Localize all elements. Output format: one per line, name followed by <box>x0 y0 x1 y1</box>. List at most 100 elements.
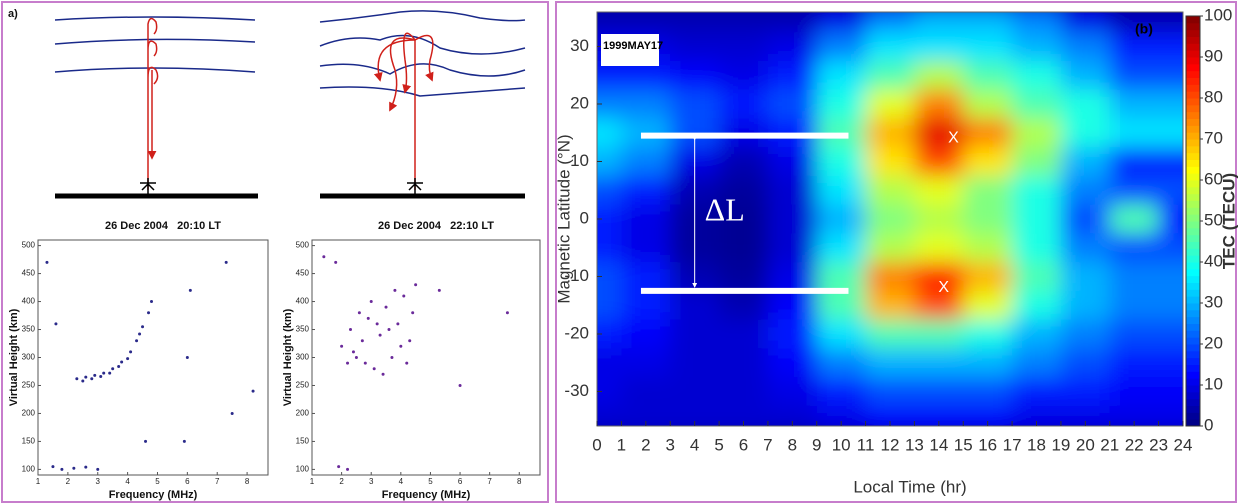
x-tick-label: 2 <box>339 477 344 486</box>
x-tick-label: 19 <box>1051 435 1070 454</box>
point <box>363 361 367 365</box>
heatmap-cell <box>963 377 1014 407</box>
colorbar-segment <box>1186 111 1200 119</box>
heatmap-cell <box>670 319 721 350</box>
peak-marker: X <box>938 279 949 296</box>
colorbar-segment <box>1186 77 1200 85</box>
x-tick-label: 10 <box>832 435 851 454</box>
heatmap-cell <box>1012 262 1062 292</box>
heatmap-cell <box>816 60 867 91</box>
x-tick-label: 2 <box>66 477 71 486</box>
x-axis-label: Frequency (MHz) <box>109 489 198 501</box>
heatmap-cell <box>597 405 623 426</box>
heatmap-cell <box>1109 377 1160 407</box>
heatmap-cell <box>621 204 672 235</box>
heatmap-cell <box>865 405 916 426</box>
heatmap-cell <box>1158 175 1183 206</box>
heatmap-cell <box>1158 32 1183 62</box>
heatmap-cell <box>670 290 721 321</box>
x-tick-label: 20 <box>1076 435 1095 454</box>
heatmap-cell <box>1109 175 1160 206</box>
point <box>346 467 350 471</box>
heatmap-cell <box>914 233 965 264</box>
heatmap-cell <box>816 290 867 321</box>
x-axis-label: Frequency (MHz) <box>382 489 471 501</box>
y-tick-label: 250 <box>296 381 310 390</box>
heatmap-cell <box>865 348 916 379</box>
heatmap-cell <box>914 204 965 235</box>
y-tick-label: 250 <box>22 381 36 390</box>
colorbar-segment <box>1186 118 1200 126</box>
point <box>84 465 88 469</box>
colorbar-segment <box>1186 152 1200 160</box>
heatmap-cell <box>1158 405 1183 426</box>
heatmap-cell <box>865 377 916 407</box>
colorbar-segment <box>1186 22 1200 31</box>
y-axis-label: Virtual Height (km) <box>8 308 20 406</box>
heatmap-cell <box>1109 348 1160 379</box>
point <box>396 322 400 326</box>
colorbar-segment <box>1186 303 1200 311</box>
heatmap-cell <box>719 405 769 426</box>
colorbar-segment <box>1186 125 1200 133</box>
heatmap-cell <box>865 12 916 34</box>
colorbar-tick-label: 50 <box>1204 210 1223 229</box>
point <box>251 389 255 393</box>
point <box>60 467 64 471</box>
heatmap-cell <box>1012 319 1062 350</box>
y-tick-label: 500 <box>22 241 36 250</box>
x-tick-label: 4 <box>125 477 130 486</box>
point <box>384 305 388 309</box>
colorbar-segment <box>1186 145 1200 154</box>
heatmap-cell <box>719 348 769 379</box>
colorbar-segment <box>1186 398 1200 406</box>
point <box>414 283 418 287</box>
heatmap-cell <box>1109 89 1160 120</box>
heatmap-cell <box>719 147 769 177</box>
heatmap-cell <box>1012 12 1062 34</box>
colorbar-segment <box>1186 132 1200 140</box>
heatmap-cell <box>816 89 867 120</box>
y-tick-label: 500 <box>296 241 310 250</box>
x-tick-label: 5 <box>428 477 433 486</box>
heatmap-cell <box>963 319 1014 350</box>
heatmap-cell <box>1158 60 1183 91</box>
point <box>348 328 352 332</box>
panel-label: (b) <box>1135 21 1153 37</box>
y-tick-label: 100 <box>296 465 310 474</box>
point <box>337 465 341 469</box>
y-axis-label: Virtual Height (km) <box>282 308 294 406</box>
y-tick-label: 350 <box>22 325 36 334</box>
heatmap-cell <box>1012 147 1062 177</box>
heatmap-cell <box>1060 12 1111 34</box>
heatmap-cell <box>914 348 965 379</box>
colorbar-segment <box>1186 104 1200 113</box>
heatmap-cell <box>719 60 769 91</box>
y-tick-label: 150 <box>22 437 36 446</box>
heatmap <box>597 12 1183 426</box>
heatmap-cell <box>767 377 818 407</box>
point <box>505 311 509 315</box>
heatmap-cell <box>914 89 965 120</box>
y-tick-label: -30 <box>564 381 589 400</box>
point <box>322 255 326 259</box>
point <box>75 377 79 381</box>
heatmap-cell <box>816 233 867 264</box>
heatmap-cell <box>767 32 818 62</box>
heatmap-cell <box>767 12 818 34</box>
x-tick-label: 9 <box>812 435 821 454</box>
heatmap-cell <box>1109 147 1160 177</box>
y-tick-label: 150 <box>296 437 310 446</box>
y-tick-label: 20 <box>570 93 589 112</box>
heatmap-cell <box>1158 233 1183 264</box>
heatmap-cell <box>963 12 1014 34</box>
heatmap-cell <box>621 147 672 177</box>
colorbar-segment <box>1186 275 1200 283</box>
point <box>390 356 394 359</box>
heatmap-cell <box>621 89 672 120</box>
heatmap-cell <box>914 118 965 149</box>
heatmap-cell <box>1060 175 1111 206</box>
heatmap-cell <box>865 319 916 350</box>
colorbar-segment <box>1186 337 1200 345</box>
